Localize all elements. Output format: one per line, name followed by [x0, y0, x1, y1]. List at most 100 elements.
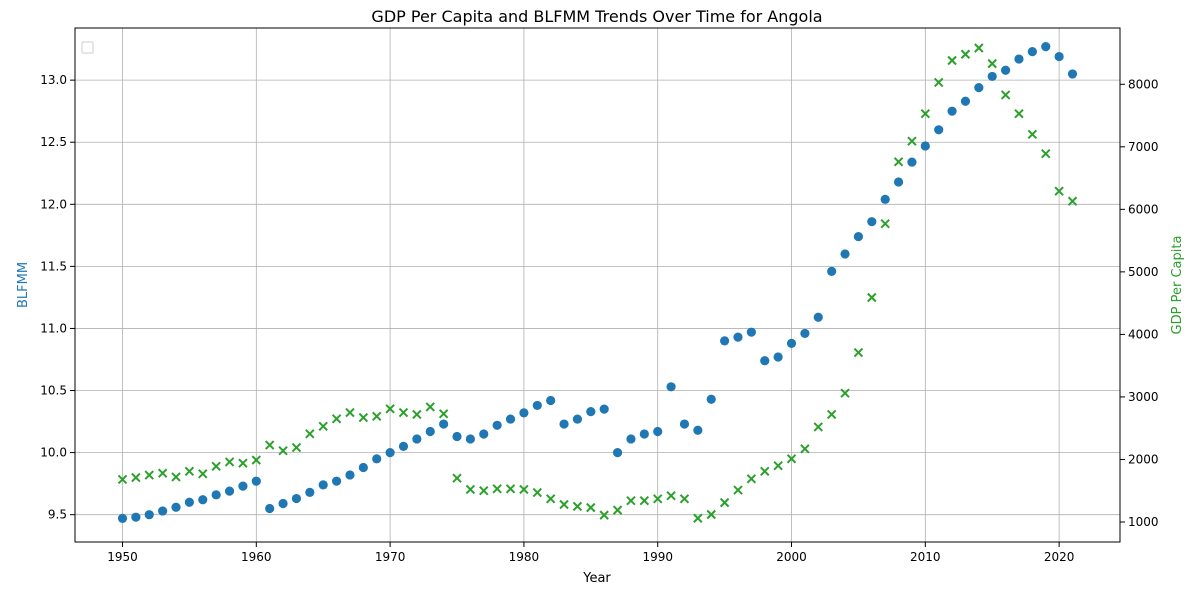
gdp-point	[773, 461, 783, 471]
blfmm-point	[653, 426, 663, 437]
blfmm-point	[385, 448, 395, 458]
x-axis-label: Year	[582, 571, 611, 586]
gdp-point	[907, 136, 917, 146]
gdp-point	[331, 414, 342, 424]
x-tick-label: 1970	[375, 550, 406, 564]
blfmm-point	[934, 125, 944, 135]
blfmm-point	[546, 395, 556, 406]
blfmm-point	[211, 490, 221, 500]
legend-box	[81, 41, 94, 54]
gdp-point	[318, 421, 328, 432]
gdp-point	[760, 466, 770, 477]
y-right-tick-label: 6000	[1128, 202, 1159, 216]
gdp-point	[840, 388, 850, 398]
blfmm-point	[144, 510, 154, 520]
x-tick-label: 2010	[910, 550, 941, 564]
x-tick-label: 2000	[776, 550, 807, 564]
blfmm-point	[131, 512, 141, 522]
gdp-point	[398, 407, 409, 418]
blfmm-point	[679, 419, 690, 429]
blfmm-point	[666, 382, 676, 392]
blfmm-point	[974, 82, 984, 93]
gdp-point	[947, 55, 957, 66]
gdp-point	[251, 455, 262, 465]
blfmm-point	[773, 352, 783, 362]
gdp-point	[144, 470, 154, 480]
gdp-point	[519, 484, 529, 495]
gdp-point	[372, 411, 382, 422]
gdp-point	[706, 509, 716, 520]
y-left-tick-label: 11.5	[40, 259, 67, 273]
gdp-point	[1054, 186, 1064, 196]
y-left-tick-label: 13.0	[40, 73, 67, 87]
blfmm-point	[345, 470, 355, 480]
gdp-point	[800, 444, 810, 454]
gdp-point	[184, 466, 195, 477]
blfmm-point	[158, 506, 168, 516]
x-tick-label: 1950	[107, 550, 138, 564]
blfmm-point	[786, 338, 797, 348]
blfmm-point	[492, 420, 502, 430]
blfmm-point	[693, 425, 703, 435]
blfmm-point	[372, 454, 382, 464]
blfmm-point	[505, 414, 516, 424]
gdp-point	[853, 347, 864, 358]
gdp-point	[559, 499, 569, 510]
axis-ticks: 1950 1960 1970 1980 1990 2000 2010 2020 9.5 10.0 1…	[40, 73, 1158, 564]
y-left-tick-label: 11.0	[40, 321, 67, 335]
blfmm-point	[465, 434, 475, 444]
y-left-tick-label: 12.0	[40, 197, 67, 211]
y-right-tick-label: 5000	[1128, 265, 1159, 279]
gdp-point	[933, 77, 944, 88]
gdp-point	[238, 458, 248, 468]
y-right-tick-label: 3000	[1128, 390, 1159, 404]
blfmm-point	[439, 419, 449, 429]
blfmm-point	[827, 266, 837, 276]
y-right-tick-label: 2000	[1128, 452, 1159, 466]
y-left-tick-label: 9.5	[48, 508, 67, 522]
gdp-point	[345, 407, 355, 418]
x-tick-label: 2020	[1044, 550, 1075, 564]
gdp-point	[880, 219, 890, 229]
gdp-point	[264, 440, 275, 450]
gdp-point	[920, 108, 931, 119]
gdp-point	[198, 469, 208, 479]
gdp-point	[224, 457, 235, 467]
gdp-point	[867, 292, 877, 303]
gdp-point	[452, 473, 462, 483]
x-tick-label: 1980	[509, 550, 540, 564]
blfmm-point	[398, 441, 409, 452]
gdp-point	[679, 494, 690, 504]
gdp-point	[479, 486, 489, 496]
gdp-point	[1067, 196, 1078, 206]
blfmm-point	[720, 336, 730, 346]
gdp-point	[1000, 90, 1011, 100]
y-left-axis-label: BLFMM	[16, 262, 31, 308]
blfmm-point	[1067, 69, 1078, 79]
blfmm-point	[198, 495, 208, 505]
gdp-point	[505, 484, 516, 494]
blfmm-point	[867, 217, 877, 227]
gdp-point	[532, 487, 542, 498]
gdp-point	[893, 157, 904, 167]
blfmm-point	[278, 498, 288, 509]
gdp-point	[693, 513, 703, 523]
gdp-point	[211, 461, 221, 472]
blfmm-point	[452, 431, 462, 442]
blfmm-point	[612, 448, 623, 458]
plot-frame	[74, 27, 1121, 543]
gdp-point	[492, 484, 502, 494]
gdp-point	[291, 442, 302, 453]
gdp-point	[666, 491, 676, 501]
blfmm-point	[586, 407, 596, 417]
gdp-point	[826, 409, 837, 420]
y-right-tick-label: 8000	[1128, 77, 1159, 91]
gdp-point	[117, 474, 128, 485]
blfmm-point	[331, 476, 342, 486]
gdp-point	[572, 501, 583, 512]
blfmm-point	[291, 493, 302, 504]
y-right-tick-label: 7000	[1128, 140, 1159, 154]
blfmm-point	[626, 434, 636, 444]
blfmm-point	[251, 476, 261, 486]
blfmm-point	[947, 106, 957, 116]
